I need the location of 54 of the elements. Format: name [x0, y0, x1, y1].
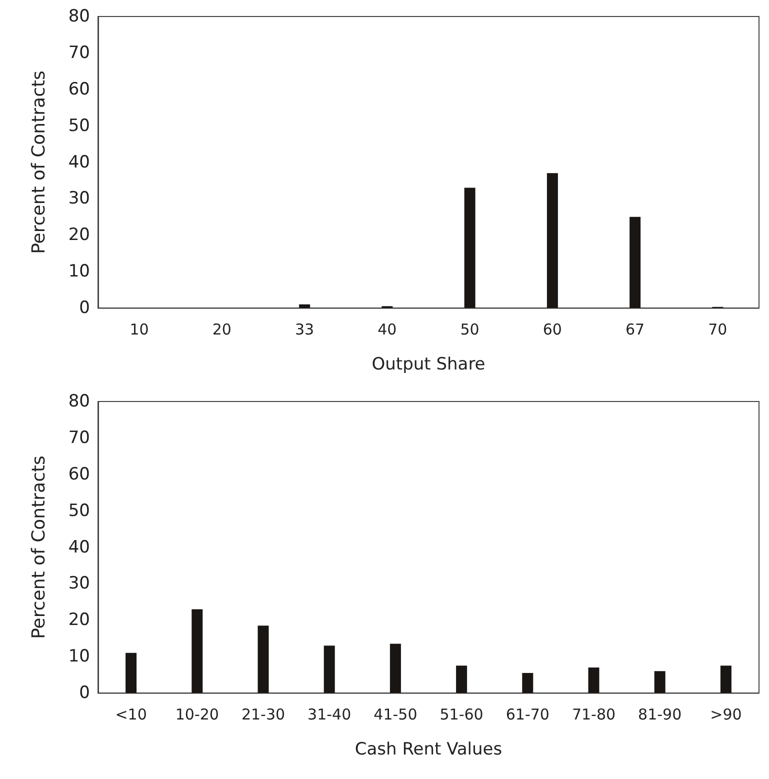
bar	[126, 652, 137, 693]
x-tick-label: 20	[212, 320, 232, 338]
bar	[299, 304, 310, 308]
bar	[192, 609, 203, 693]
x-tick-label: 21-30	[241, 706, 286, 724]
x-tick-label: 40	[378, 320, 397, 338]
y-tick-label: 40	[68, 537, 90, 558]
x-tick-label: 51-60	[440, 706, 484, 724]
y-tick-label: 70	[68, 42, 90, 63]
bar	[654, 671, 666, 693]
y-tick-label: 50	[68, 116, 90, 136]
y-tick-label: 80	[68, 392, 90, 412]
bar	[720, 666, 732, 693]
y-tick-label: 10	[68, 262, 90, 282]
x-tick-label: 61-70	[506, 706, 550, 724]
x-tick-label: 33	[295, 320, 314, 338]
x-tick-label: 71-80	[572, 706, 616, 724]
bar	[588, 667, 600, 693]
bar	[630, 216, 641, 308]
bar	[258, 626, 269, 693]
x-tick-label: 70	[708, 320, 728, 338]
bar	[464, 188, 476, 308]
x-tick-label: 10	[130, 320, 149, 338]
y-tick-label: 70	[68, 428, 90, 448]
y-tick-label: 60	[68, 79, 90, 100]
x-tick-label: >90	[710, 706, 742, 724]
y-axis-title: Percent of Contracts	[28, 456, 50, 639]
bar	[324, 646, 335, 693]
bar	[390, 644, 401, 693]
x-tick-label: <10	[115, 706, 147, 724]
bar	[522, 672, 534, 693]
y-tick-label: 0	[79, 683, 90, 703]
y-tick-label: 20	[68, 225, 90, 246]
y-tick-label: 80	[68, 6, 90, 26]
y-tick-label: 20	[68, 610, 90, 630]
y-tick-label: 0	[79, 298, 90, 318]
y-tick-label: 10	[68, 646, 90, 667]
x-tick-label: 67	[626, 320, 645, 338]
y-tick-label: 30	[68, 574, 90, 594]
x-tick-label: 41-50	[374, 706, 418, 724]
x-tick-label: 10-20	[175, 706, 219, 724]
x-tick-label: 60	[542, 320, 562, 338]
x-axis-title: Cash Rent Values	[354, 740, 502, 760]
x-tick-label: 31-40	[308, 706, 352, 724]
y-tick-label: 60	[68, 464, 90, 484]
y-tick-label: 50	[68, 500, 90, 521]
x-tick-label: 50	[460, 320, 480, 338]
bar	[456, 666, 468, 693]
x-axis-title: Output Share	[372, 354, 486, 374]
bar	[546, 173, 558, 308]
y-tick-label: 30	[68, 188, 90, 209]
x-tick-label: 81-90	[638, 706, 682, 724]
y-tick-label: 40	[68, 152, 90, 172]
y-axis-title: Percent of Contracts	[28, 70, 50, 254]
